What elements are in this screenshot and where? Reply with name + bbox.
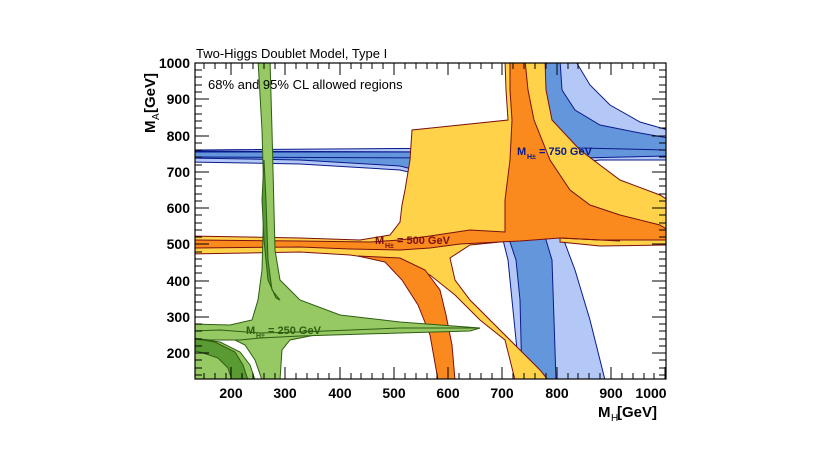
y-tick-800: 800 <box>167 128 191 144</box>
label-500-sub: H± <box>385 243 394 250</box>
x-tick-labels: 200 300 400 500 600 700 800 900 1000 <box>219 385 666 401</box>
x-tick-800: 800 <box>545 385 569 401</box>
label-250-sub: H± <box>256 333 265 340</box>
series-label-750: M H± = 750 GeV <box>517 146 593 161</box>
y-tick-labels: 200 300 400 500 600 700 800 900 1000 <box>159 55 190 361</box>
chart-title: Two-Higgs Doublet Model, Type I <box>196 46 387 61</box>
y-tick-1000: 1000 <box>159 55 190 71</box>
x-tick-300: 300 <box>273 385 297 401</box>
x-label-unit: [GeV] <box>617 404 657 421</box>
plot-frame <box>194 62 667 380</box>
x-tick-900: 900 <box>599 385 623 401</box>
x-tick-200: 200 <box>219 385 243 401</box>
y-tick-300: 300 <box>167 309 191 325</box>
y-tick-700: 700 <box>167 164 191 180</box>
series-500-region <box>195 63 666 379</box>
label-750-sub: H± <box>527 154 536 161</box>
label-750-m: M <box>517 146 526 158</box>
series-label-500: M H± = 500 GeV <box>375 235 451 250</box>
x-tick-600: 600 <box>436 385 460 401</box>
x-label-m: M <box>598 404 611 421</box>
y-tick-400: 400 <box>167 273 191 289</box>
y-axis-label: M A [GeV] <box>142 73 162 133</box>
y-tick-500: 500 <box>167 236 191 252</box>
label-750-value: = 750 GeV <box>539 146 593 158</box>
series-250-region <box>195 63 481 379</box>
x-axis-label: M H [GeV] <box>598 404 657 424</box>
x-tick-700: 700 <box>490 385 514 401</box>
axis-ticks <box>195 62 666 379</box>
y-label-m: M <box>142 121 159 134</box>
chart-subtitle: 68% and 95% CL allowed regions <box>208 77 403 92</box>
y-tick-200: 200 <box>167 345 191 361</box>
series-label-250: M H± = 250 GeV <box>246 325 322 340</box>
x-label-sub: H <box>611 413 618 424</box>
label-250-m: M <box>246 325 255 337</box>
y-label-sub: A <box>151 113 162 120</box>
label-250-value: = 250 GeV <box>268 325 322 337</box>
x-tick-400: 400 <box>328 385 352 401</box>
y-label-unit: [GeV] <box>142 73 159 113</box>
label-500-m: M <box>375 235 384 247</box>
y-tick-600: 600 <box>167 200 191 216</box>
y-tick-900: 900 <box>167 91 191 107</box>
label-500-value: = 500 GeV <box>397 235 451 247</box>
x-tick-500: 500 <box>382 385 406 401</box>
x-tick-1000: 1000 <box>635 385 666 401</box>
